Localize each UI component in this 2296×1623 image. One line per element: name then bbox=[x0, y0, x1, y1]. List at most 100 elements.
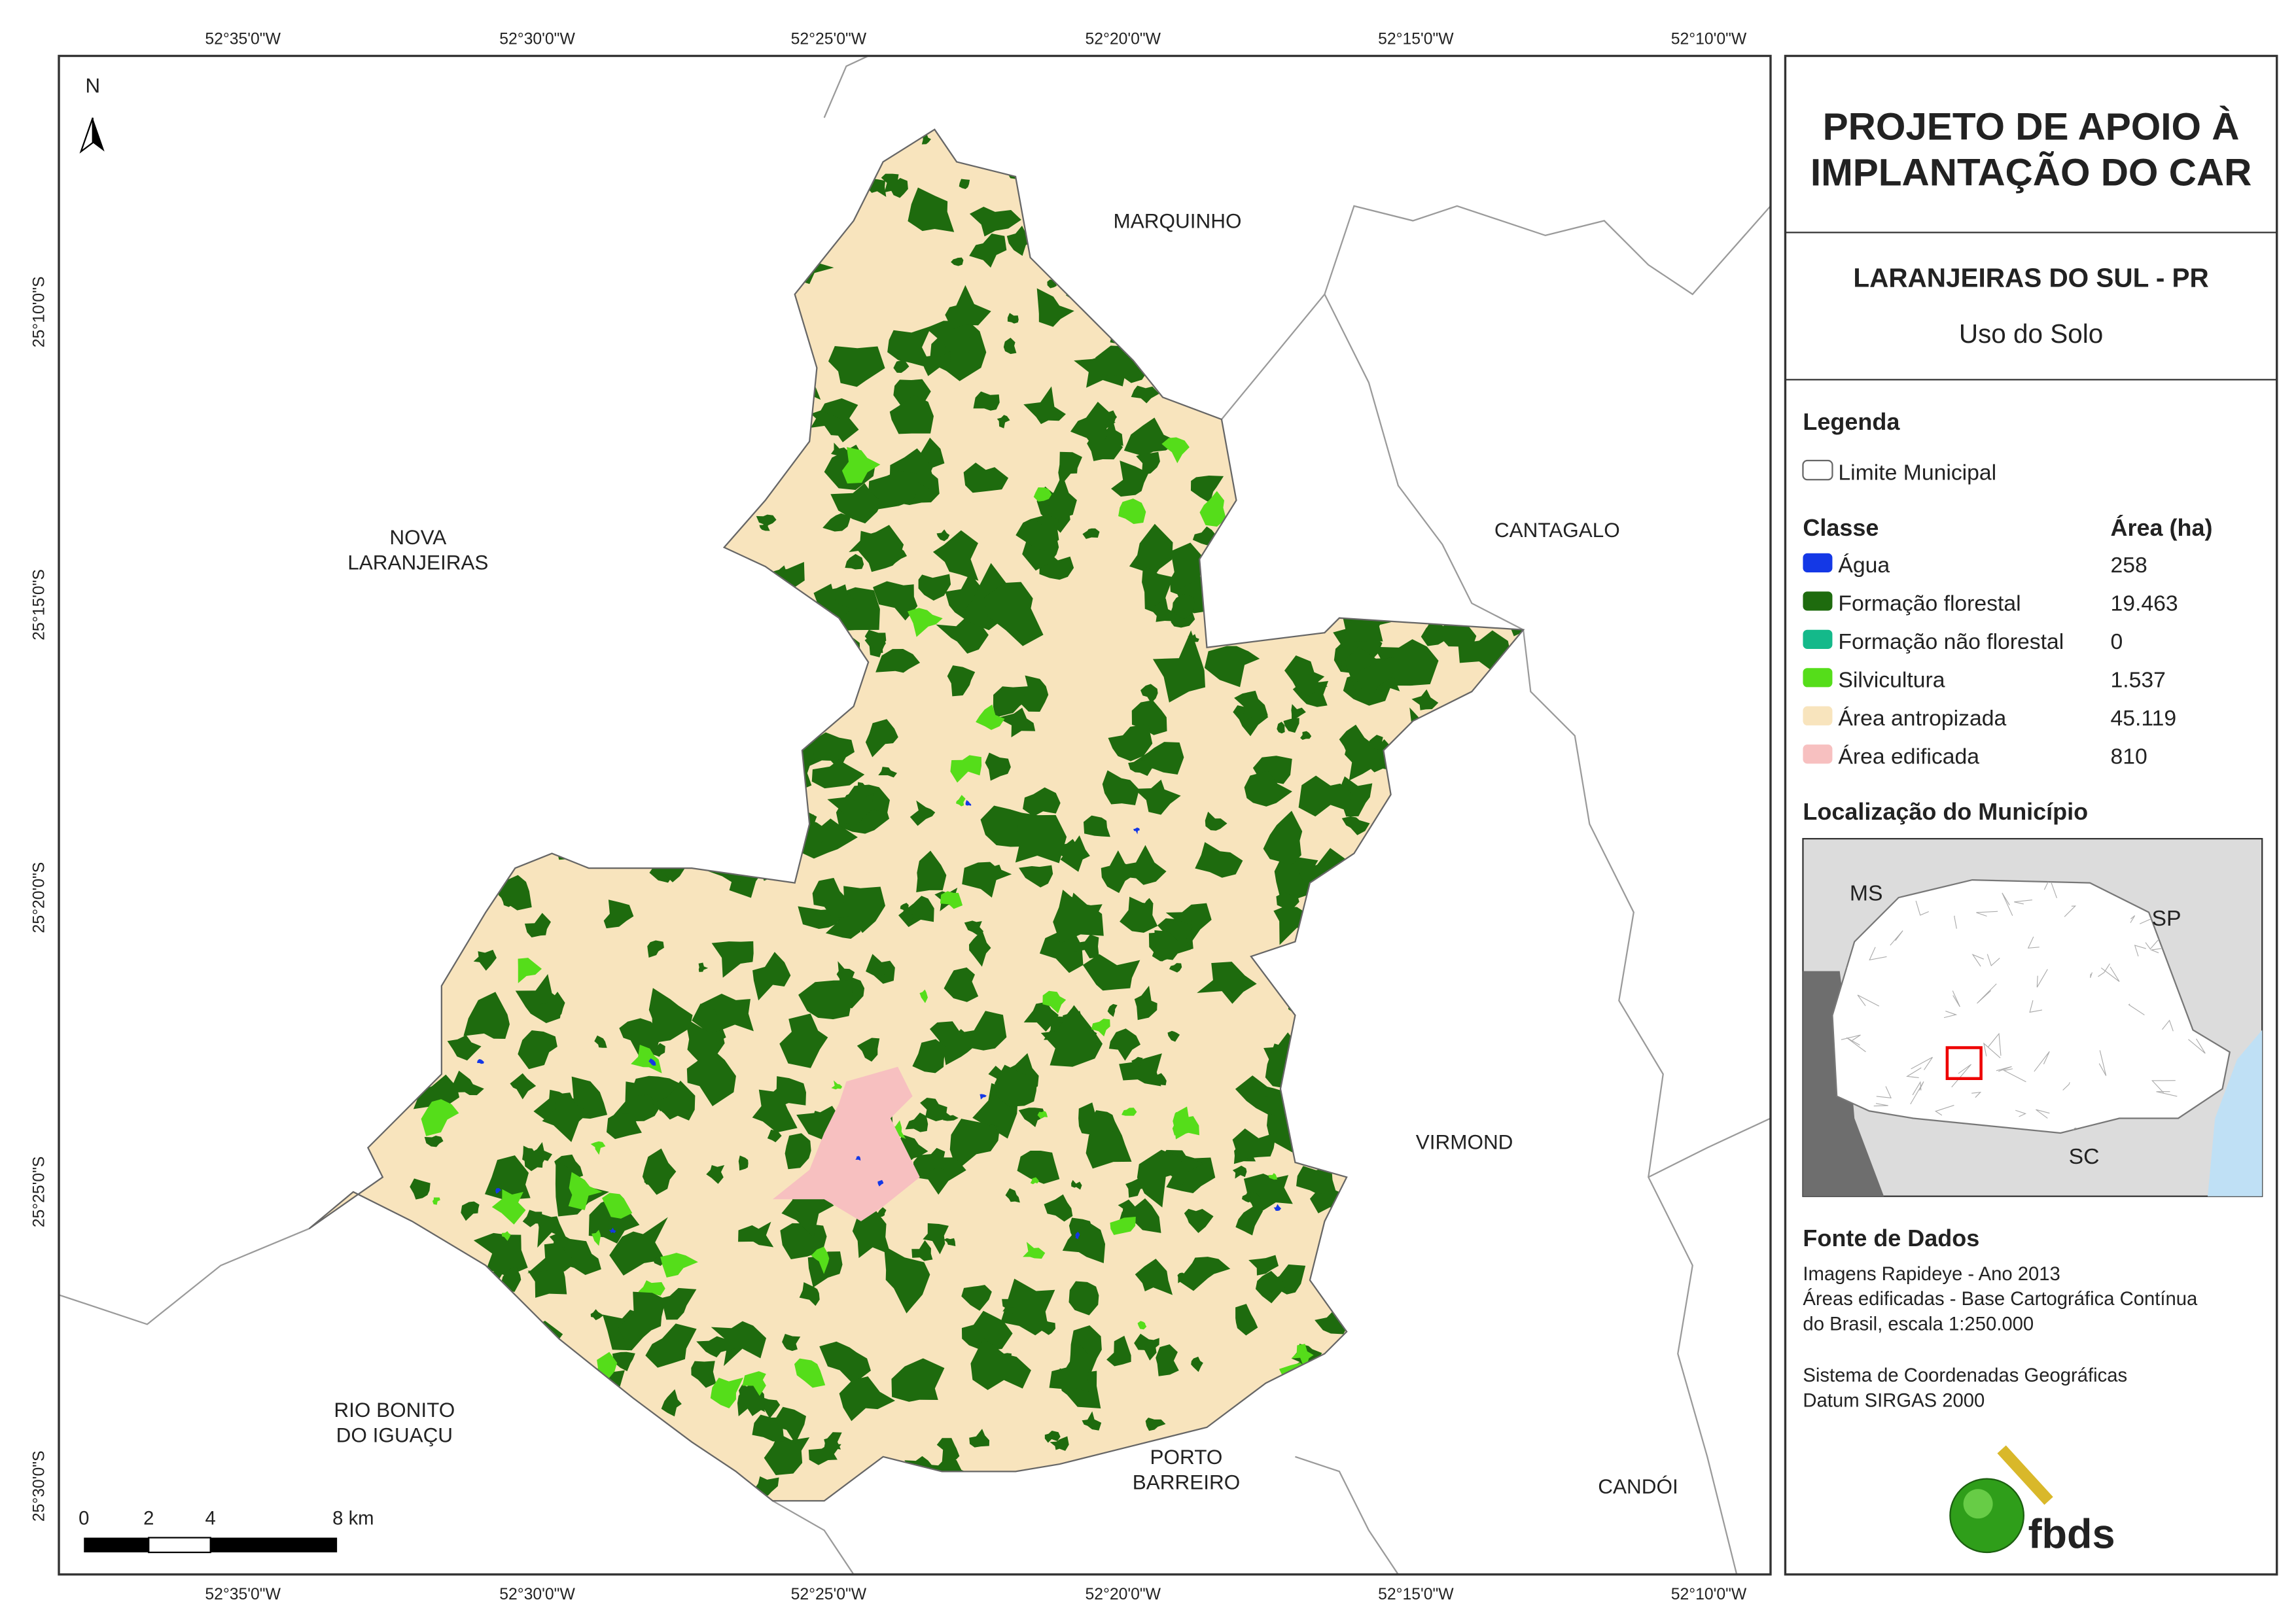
place-label: CANTAGALO bbox=[1494, 518, 1620, 542]
forest-patch bbox=[1044, 1194, 1073, 1222]
forest-patch bbox=[889, 394, 934, 434]
forest-patch bbox=[1058, 451, 1082, 486]
forest-patch bbox=[985, 752, 1011, 781]
forest-patch bbox=[629, 1075, 686, 1112]
forest-patch bbox=[1036, 288, 1074, 327]
municipal-line bbox=[2003, 1068, 2026, 1083]
place-label: LARANJEIRAS bbox=[347, 550, 488, 574]
forest-patch bbox=[618, 1291, 666, 1351]
forest-patch bbox=[1255, 1270, 1288, 1304]
forest-patch bbox=[878, 767, 897, 778]
north-label: N bbox=[85, 74, 100, 97]
forest-patch bbox=[1049, 1344, 1093, 1393]
forest-patch bbox=[619, 1018, 662, 1059]
forest-patch bbox=[1131, 385, 1159, 404]
forest-patch bbox=[738, 1155, 749, 1171]
forest-patch bbox=[857, 782, 868, 795]
forest-patch bbox=[461, 1201, 480, 1221]
class-swatch bbox=[1803, 744, 1833, 764]
forest-patch bbox=[900, 910, 916, 920]
forest-patch bbox=[898, 896, 934, 928]
forest-patch bbox=[1232, 1165, 1247, 1179]
silviculture-patch bbox=[1122, 1108, 1137, 1116]
forest-patch bbox=[1006, 226, 1034, 256]
forest-patch bbox=[872, 962, 890, 976]
forest-patch bbox=[959, 179, 970, 190]
forest-patch bbox=[652, 1043, 665, 1057]
municipal-line bbox=[2145, 939, 2160, 950]
forest-patch bbox=[692, 1003, 724, 1033]
forest-patch bbox=[698, 962, 709, 972]
forest-patch bbox=[752, 1414, 785, 1442]
forest-patch bbox=[779, 1013, 828, 1068]
forest-patch bbox=[1069, 1281, 1099, 1316]
class-area: 0 bbox=[2111, 629, 2123, 654]
forest-patch bbox=[883, 1246, 930, 1314]
forest-patch bbox=[839, 1376, 896, 1422]
forest-patch bbox=[1136, 451, 1160, 476]
forest-patch bbox=[665, 1295, 688, 1313]
water-patch bbox=[648, 1058, 656, 1066]
forest-patch bbox=[864, 629, 887, 657]
forest-patch bbox=[1169, 963, 1182, 973]
forest-patch bbox=[1337, 776, 1373, 817]
forest-patch bbox=[537, 1213, 567, 1248]
forest-patch bbox=[1053, 889, 1104, 944]
boundary-swatch bbox=[1802, 459, 1833, 481]
forest-patch bbox=[648, 988, 693, 1043]
forest-patch bbox=[936, 1438, 960, 1464]
class-area: 1.537 bbox=[2111, 667, 2166, 692]
silviculture-patch bbox=[1037, 1111, 1048, 1119]
municipal-line bbox=[1911, 1056, 1933, 1070]
longitude-label: 52°10'0"W bbox=[1671, 1586, 1747, 1603]
water-patch bbox=[980, 1094, 987, 1100]
class-header: Classe bbox=[1803, 514, 1879, 541]
forest-patch bbox=[1140, 684, 1158, 703]
legend-label: Limite Municipal bbox=[1838, 460, 1996, 485]
class-label: Silvicultura bbox=[1838, 667, 1945, 692]
forest-patch bbox=[1232, 1128, 1277, 1159]
municipal-line bbox=[2029, 1000, 2043, 1013]
forest-patch bbox=[970, 1338, 1031, 1390]
forest-patch bbox=[606, 1113, 642, 1140]
place-label: BARREIRO bbox=[1133, 1470, 1240, 1493]
forest-patch bbox=[1356, 657, 1392, 696]
forest-patch bbox=[1039, 931, 1084, 973]
place-label: RIO BONITO bbox=[334, 1398, 455, 1422]
boundary bbox=[1221, 205, 1771, 420]
forest-patch bbox=[1017, 1150, 1060, 1184]
class-swatch bbox=[1803, 553, 1833, 572]
location-heading: Localização do Município bbox=[1803, 798, 2088, 825]
forest-patch bbox=[1145, 1417, 1166, 1431]
forest-patch bbox=[828, 346, 885, 387]
forest-patch bbox=[1023, 386, 1066, 425]
forest-patch bbox=[1015, 812, 1067, 864]
forest-patch bbox=[473, 1232, 528, 1276]
forest-patch bbox=[1152, 630, 1205, 703]
water-patch bbox=[965, 799, 972, 806]
forest-patch bbox=[756, 514, 777, 526]
forest-patch bbox=[900, 903, 910, 912]
silviculture-patch bbox=[919, 989, 928, 1003]
forest-patch bbox=[868, 470, 919, 510]
forest-patch bbox=[764, 1433, 810, 1475]
forest-patch bbox=[642, 1148, 677, 1186]
forest-patch bbox=[925, 321, 970, 370]
silviculture-patch bbox=[1118, 498, 1146, 524]
forest-patch bbox=[963, 462, 1009, 493]
forest-patch bbox=[1118, 1199, 1136, 1217]
longitude-label: 52°35'0"W bbox=[205, 1586, 281, 1603]
forest-patch bbox=[451, 1070, 484, 1096]
forest-patch bbox=[827, 794, 874, 825]
latitude-label: 25°25'0"S bbox=[31, 1157, 48, 1228]
silviculture-patch bbox=[1291, 1344, 1314, 1371]
municipal-line bbox=[1890, 930, 1903, 946]
municipal-line bbox=[1906, 1067, 1922, 1078]
forest-patch bbox=[873, 581, 918, 621]
forest-patch bbox=[830, 483, 882, 524]
forest-patch bbox=[968, 930, 991, 967]
silviculture-patch bbox=[602, 1193, 633, 1219]
forest-patch bbox=[997, 415, 1010, 428]
forest-patch bbox=[594, 1035, 607, 1048]
